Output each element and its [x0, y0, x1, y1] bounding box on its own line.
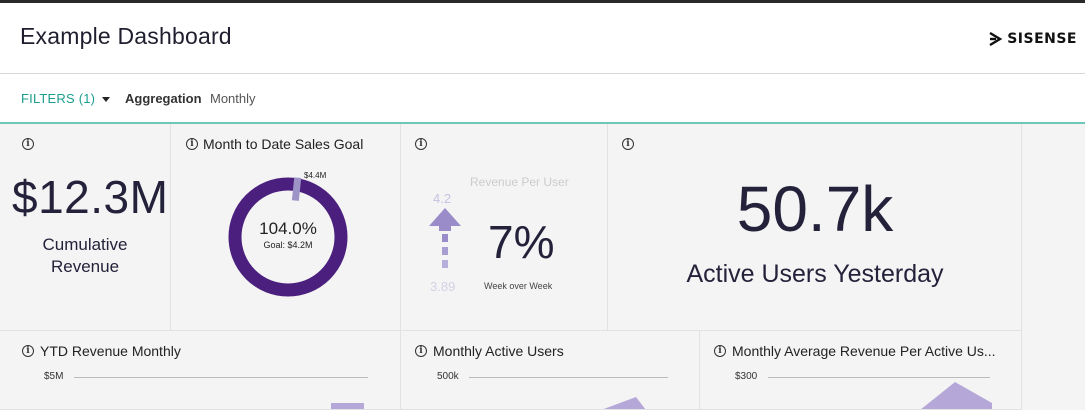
goal-amount: Goal: $4.2M: [263, 240, 312, 250]
widget-title: Month to Date Sales Goal: [203, 136, 364, 152]
cumulative-label-line2: Revenue: [50, 257, 120, 276]
info-icon[interactable]: i: [622, 138, 634, 150]
info-icon[interactable]: i: [415, 345, 427, 357]
dashboard-title: Example Dashboard: [20, 23, 232, 49]
info-icon[interactable]: i: [415, 138, 427, 150]
widget-title: Monthly Active Users: [433, 343, 564, 359]
widget-ytd-revenue[interactable]: i YTD Revenue Monthly $5M: [0, 331, 401, 410]
goal-percent: 104.0%: [259, 219, 317, 238]
cumulative-label-line1: Cumulative: [42, 235, 128, 254]
rpu-previous: 3.89: [430, 279, 456, 294]
top-border: [0, 0, 1085, 3]
trend-arrow-icon: [429, 208, 461, 268]
widget-title: Monthly Average Revenue Per Active Us...: [732, 343, 996, 359]
widget-sales-goal[interactable]: i Month to Date Sales Goal $4.4M 104.0% …: [171, 124, 401, 331]
arrow-dash-3: [442, 260, 448, 268]
chevron-down-icon[interactable]: [102, 97, 110, 102]
aggregation-value[interactable]: Monthly: [210, 91, 256, 106]
active-users-value: 50.7k: [736, 173, 894, 245]
active-users-label: Active Users Yesterday: [686, 260, 944, 288]
y-tick-label: $5M: [44, 371, 64, 382]
aggregation-label: Aggregation: [125, 91, 202, 106]
goal-marker: [291, 177, 302, 201]
info-icon[interactable]: i: [22, 345, 34, 357]
arrow-dash-2: [442, 247, 448, 255]
widget-active-users[interactable]: i: [608, 124, 1022, 331]
rpu-period: Week over Week: [484, 281, 553, 291]
cumulative-revenue-value: $12.3M: [12, 171, 169, 223]
y-tick-label: 500k: [437, 371, 459, 382]
widget-revenue-per-user[interactable]: i: [401, 124, 608, 331]
area-mark: [921, 382, 992, 409]
widget-monthly-active-users[interactable]: i Monthly Active Users 500k: [401, 331, 700, 410]
area-shape: [921, 382, 992, 409]
widget-cumulative-revenue[interactable]: i: [0, 124, 171, 331]
filter-bar: FILTERS (1) Aggregation Monthly: [0, 74, 1085, 124]
cumulative-revenue-label: Cumulative Revenue: [0, 234, 170, 278]
filters-count: (1): [78, 91, 96, 106]
rpu-change: 7%: [488, 216, 555, 268]
arrow-dash-1: [442, 234, 448, 242]
widget-monthly-arpau[interactable]: i Monthly Average Revenue Per Active Us.…: [700, 331, 1022, 410]
sisense-logo-icon: [989, 32, 1003, 46]
filters-label: FILTERS: [21, 91, 75, 106]
info-icon[interactable]: i: [714, 345, 726, 357]
info-icon[interactable]: i: [186, 138, 198, 150]
gridline: [74, 377, 368, 378]
area-mark: [603, 397, 646, 409]
gridline: [469, 377, 668, 378]
goal-ring: [228, 177, 348, 297]
gridline: [768, 377, 990, 378]
goal-marker-label: $4.4M: [304, 171, 327, 180]
filters-toggle[interactable]: FILTERS (1): [21, 91, 95, 106]
y-tick-label: $300: [735, 371, 758, 382]
arrow-head: [429, 208, 461, 231]
rpu-title: Revenue Per User: [470, 175, 569, 189]
info-icon[interactable]: i: [22, 138, 34, 150]
dashboard-header: Example Dashboard SISENSE: [0, 3, 1085, 74]
brand-logo: SISENSE: [989, 31, 1077, 47]
bar-mark: [331, 403, 364, 409]
goal-gauge: $4.4M 104.0% Goal: $4.2M: [228, 171, 348, 297]
brand-name: SISENSE: [1007, 31, 1077, 47]
rpu-current: 4.2: [433, 191, 452, 206]
area-shape: [603, 397, 646, 409]
widget-title: YTD Revenue Monthly: [40, 343, 181, 359]
